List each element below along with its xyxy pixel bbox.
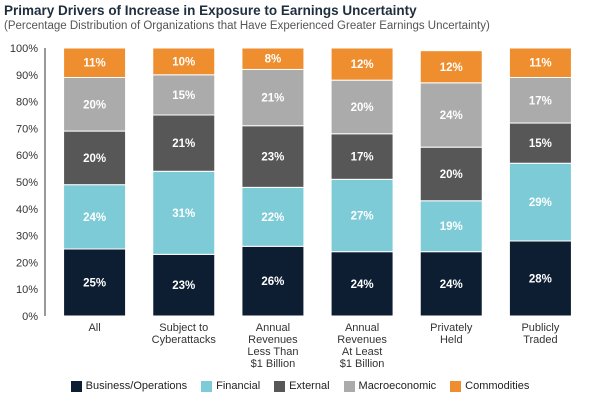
y-tick-label: 10% <box>16 284 38 296</box>
legend-item: Macroeconomic <box>343 380 437 392</box>
legend-swatch <box>450 380 462 392</box>
y-tick-label: 30% <box>16 231 38 243</box>
data-label: 26% <box>261 276 284 288</box>
legend-label: Business/Operations <box>85 380 188 392</box>
bar-segment-macroeconomic <box>152 74 216 116</box>
bar-segment-macroeconomic <box>419 82 483 148</box>
data-label: 11% <box>83 58 105 70</box>
data-label: 25% <box>83 278 106 290</box>
legend-swatch <box>343 380 355 392</box>
data-label: 15% <box>529 138 552 150</box>
category-label: Subject to Cyberattacks <box>152 322 217 346</box>
stacked-bar-chart: 0% 10% 20% 30% 40% 50% 60% 70% 80% 90% 100% 25% 24% 2… <box>10 43 572 370</box>
data-label: 22% <box>261 212 284 224</box>
bar-segment-business-operations <box>63 248 127 317</box>
data-label: 24% <box>440 110 463 122</box>
bar-segment-macroeconomic <box>241 68 305 127</box>
y-tick-label: 60% <box>16 150 38 162</box>
legend-item: Financial <box>201 380 260 392</box>
bar-segment-commodities <box>330 47 394 81</box>
data-label: 12% <box>351 59 374 71</box>
legend-item: Commodities <box>450 380 529 392</box>
data-label: 21% <box>261 93 284 105</box>
bar-segment-macroeconomic <box>63 76 127 132</box>
y-tick-label: 90% <box>16 70 38 82</box>
y-tick-label: 100% <box>10 43 38 55</box>
category-label: Publicly Traded <box>521 322 559 346</box>
data-label: 10% <box>172 56 195 68</box>
bar-segment-external <box>330 133 394 180</box>
y-tick-label: 80% <box>16 97 38 109</box>
bar-segment-commodities <box>241 47 305 70</box>
data-label: 24% <box>351 279 374 291</box>
data-label: 20% <box>83 99 106 111</box>
legend-swatch <box>274 380 286 392</box>
bar-segment-commodities <box>508 47 572 78</box>
bar-segment-macroeconomic <box>508 76 572 124</box>
bar-segment-business-operations <box>330 251 394 317</box>
bar-segment-financial <box>152 170 216 255</box>
legend-item: External <box>274 380 330 392</box>
data-label: 23% <box>172 280 195 292</box>
data-label: 24% <box>83 212 106 224</box>
category-label: Annual Revenues At Least $1 Billion <box>337 322 387 370</box>
data-label: 17% <box>529 95 552 107</box>
y-tick-label: 0% <box>22 311 38 323</box>
data-label: 12% <box>440 62 463 74</box>
bar-segment-commodities <box>63 47 127 78</box>
chart-subtitle: (Percentage Distribution of Organization… <box>4 20 490 32</box>
legend-label: Financial <box>216 380 261 392</box>
bar-segment-business-operations <box>508 240 572 317</box>
legend-swatch <box>70 380 82 392</box>
data-label: 19% <box>440 221 463 233</box>
bar-segment-business-operations <box>241 245 305 317</box>
bar-segment-financial <box>419 200 483 253</box>
bar-segment-financial <box>241 186 305 247</box>
data-label: 23% <box>261 152 284 164</box>
category-label: Privately Held <box>430 322 473 346</box>
bar-segment-external <box>63 130 127 186</box>
chart-title: Primary Drivers of Increase in Exposure … <box>4 3 417 18</box>
data-label: 24% <box>440 279 463 291</box>
category-label: Annual Revenues Less Than $1 Billion <box>247 322 298 370</box>
y-tick-label: 20% <box>16 257 38 269</box>
legend-item: Business/Operations <box>70 380 188 392</box>
legend-swatch <box>201 380 213 392</box>
y-tick-label: 70% <box>16 123 38 135</box>
bar-segment-business-operations <box>152 253 216 317</box>
chart-legend: Business/Operations Financial External Macr… <box>0 380 600 392</box>
data-label: 27% <box>351 211 374 223</box>
legend-label: Macroeconomic <box>358 380 437 392</box>
data-label: 31% <box>172 208 195 220</box>
data-label: 15% <box>172 90 195 102</box>
data-label: 20% <box>351 102 374 114</box>
category-label: All <box>88 322 100 334</box>
bar-segment-external <box>508 122 572 164</box>
bar-segment-financial <box>330 178 394 253</box>
data-label: 21% <box>172 138 195 150</box>
data-label: 20% <box>83 153 106 165</box>
data-label: 29% <box>529 197 552 209</box>
data-label: 28% <box>529 273 552 285</box>
data-label: 17% <box>351 152 374 164</box>
data-label: 11% <box>529 58 551 70</box>
y-tick-label: 40% <box>16 204 38 216</box>
bar-segment-commodities <box>152 47 216 76</box>
legend-label: External <box>289 380 330 392</box>
data-label: 20% <box>440 169 463 181</box>
bar-segment-external <box>152 114 216 172</box>
bar-segment-macroeconomic <box>330 79 394 135</box>
data-label: 8% <box>265 54 282 66</box>
y-tick-label: 50% <box>16 177 38 189</box>
bar-segment-commodities <box>419 50 483 84</box>
legend-label: Commodities <box>465 380 530 392</box>
